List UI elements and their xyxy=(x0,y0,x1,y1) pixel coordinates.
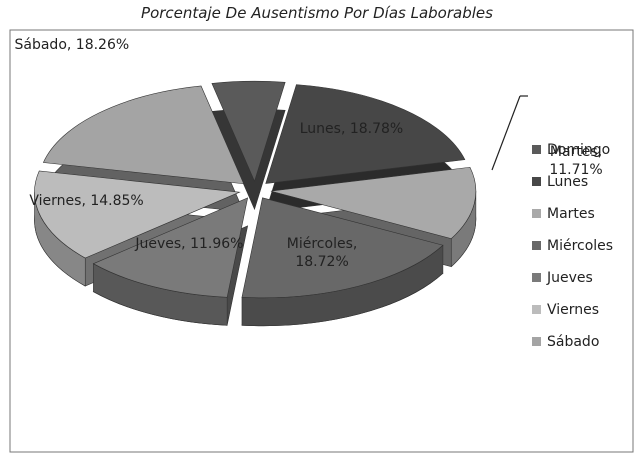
legend-label: Viernes xyxy=(547,302,600,318)
legend-entry: Martes xyxy=(532,206,595,222)
legend-label: Miércoles xyxy=(547,238,614,254)
chart-frame xyxy=(9,29,634,453)
chart-title: Porcentaje De Ausentismo Por Días Labora… xyxy=(141,4,493,22)
data-label: Martes, 11.71% xyxy=(549,143,603,178)
pie-slice xyxy=(241,197,444,299)
legend-swatch xyxy=(532,273,541,282)
data-label: Jueves, 11.96% xyxy=(135,235,244,252)
legend-swatch xyxy=(532,209,541,218)
legend-swatch xyxy=(532,177,541,186)
data-label: Viernes, 14.85% xyxy=(29,193,144,210)
pie-slice xyxy=(211,80,286,183)
legend-label: Lunes xyxy=(547,174,589,190)
data-label: Sábado, 18.26% xyxy=(14,37,130,54)
pie-slice xyxy=(34,170,241,259)
legend-label: Jueves xyxy=(547,270,593,286)
legend-swatch xyxy=(532,241,541,250)
pie-slice xyxy=(42,85,245,185)
legend-entry: Domingo xyxy=(532,142,610,158)
pie-slice xyxy=(265,84,466,184)
legend-label: Sábado xyxy=(547,334,600,350)
data-label: Lunes, 18.78% xyxy=(299,120,404,137)
legend-entry: Lunes xyxy=(532,174,588,190)
pie-slice xyxy=(92,197,249,298)
data-label: Miércoles, 18.72% xyxy=(286,235,358,270)
legend-swatch xyxy=(532,145,541,154)
legend-entry: Jueves xyxy=(532,270,593,286)
pie-slice xyxy=(270,166,477,239)
leader-line xyxy=(491,95,521,171)
legend-entry: Viernes xyxy=(532,302,599,318)
legend-entry: Sábado xyxy=(532,334,599,350)
legend-swatch xyxy=(532,337,541,346)
legend-label: Martes xyxy=(547,206,595,222)
legend-swatch xyxy=(532,305,541,314)
legend-label: Domingo xyxy=(547,142,611,158)
legend-entry: Miércoles xyxy=(532,238,613,254)
